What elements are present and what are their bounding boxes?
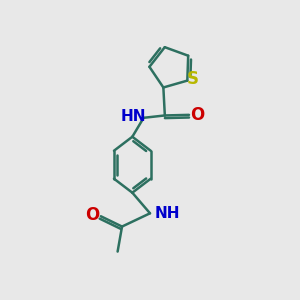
Text: S: S — [187, 70, 199, 88]
Text: O: O — [190, 106, 204, 124]
Text: HN: HN — [121, 109, 146, 124]
Text: NH: NH — [154, 206, 180, 221]
Text: O: O — [85, 206, 99, 224]
